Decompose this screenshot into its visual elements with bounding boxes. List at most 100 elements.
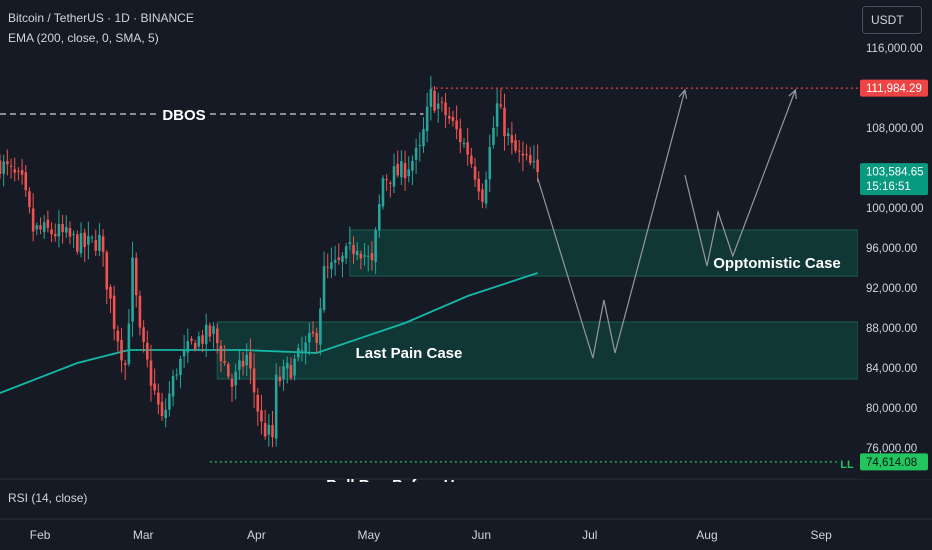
candle-body xyxy=(510,135,514,143)
candle xyxy=(168,381,171,417)
candle xyxy=(68,221,72,245)
candle-body xyxy=(105,252,109,290)
candle-body xyxy=(359,253,363,259)
candle xyxy=(149,344,153,402)
candle-body xyxy=(304,342,307,353)
candle-body xyxy=(400,161,403,178)
candle-body xyxy=(182,349,186,357)
price-label-support[interactable] xyxy=(860,453,928,471)
plot-area[interactable]: DBOS Opptomistic Case Last Pain Case LL xyxy=(0,75,858,471)
candle xyxy=(506,127,510,146)
candle xyxy=(300,336,304,362)
price-axis[interactable]: 116,000.00 108,000.00 100,000.00 96,000.00 9… xyxy=(858,0,932,479)
candle-body xyxy=(219,345,223,362)
annotation-bull-run-before-un[interactable]: Bull Run Before Un xyxy=(326,477,464,494)
candle xyxy=(447,106,451,125)
candle xyxy=(481,183,484,209)
price-label-current-text: 103,584.65 xyxy=(866,167,924,179)
candle-body xyxy=(315,332,318,344)
time-tick-apr: Apr xyxy=(247,528,266,542)
candle-body xyxy=(411,160,414,171)
candle xyxy=(57,209,61,248)
candle xyxy=(525,144,528,161)
annotation-ll[interactable]: LL xyxy=(840,459,854,471)
candle-body xyxy=(6,161,9,165)
candle-body xyxy=(175,374,179,376)
candle-body xyxy=(425,106,429,132)
candle-body xyxy=(9,165,13,167)
candle xyxy=(256,388,260,426)
candle xyxy=(315,327,318,354)
candle-body xyxy=(466,142,469,155)
candle xyxy=(212,322,215,349)
candle-body xyxy=(366,255,370,257)
candle-body xyxy=(215,328,219,344)
candle-body xyxy=(355,250,359,256)
price-label-current[interactable] xyxy=(860,163,928,196)
candle xyxy=(120,328,123,373)
projection-path[interactable] xyxy=(537,89,686,359)
candle-body xyxy=(462,143,466,145)
candle xyxy=(112,285,116,341)
time-tick-aug: Aug xyxy=(696,528,717,542)
candle xyxy=(0,154,2,179)
candle xyxy=(171,369,175,407)
annotation-last-pain-case[interactable]: Last Pain Case xyxy=(356,345,463,362)
candle-body xyxy=(532,161,536,163)
candle xyxy=(87,221,90,260)
annotation-opptomistic-case[interactable]: Opptomistic Case xyxy=(713,255,841,272)
ema-indicator-label[interactable]: EMA (200, close, 0, SMA, 5) xyxy=(8,31,159,45)
candle-body xyxy=(330,262,333,270)
candle xyxy=(138,290,142,336)
candle xyxy=(116,325,120,352)
time-axis[interactable]: Feb Mar Apr May Jun Jul Aug Sep xyxy=(30,528,832,542)
candle-body xyxy=(326,266,330,268)
candle xyxy=(503,93,506,151)
projection-path[interactable] xyxy=(684,89,796,267)
price-label-resistance[interactable] xyxy=(860,79,928,97)
candle xyxy=(385,174,388,191)
candle-body xyxy=(451,116,455,121)
candle xyxy=(326,253,330,279)
candle xyxy=(160,393,164,421)
candle-body xyxy=(374,230,377,263)
zone-optimistic[interactable] xyxy=(349,229,858,277)
candle-body xyxy=(267,424,271,435)
candle xyxy=(208,322,212,342)
candle-body xyxy=(278,376,282,382)
candle xyxy=(422,117,425,153)
candle xyxy=(459,118,462,154)
candle-body xyxy=(61,223,64,232)
candle xyxy=(473,157,477,187)
candle xyxy=(215,323,219,354)
candle-body xyxy=(17,170,20,172)
candle-body xyxy=(227,364,230,377)
annotation-dbos[interactable]: DBOS xyxy=(162,107,205,124)
candle xyxy=(42,215,46,240)
candle-body xyxy=(473,166,477,180)
candle-body xyxy=(193,343,197,350)
candle-body xyxy=(127,323,131,364)
candle xyxy=(28,187,31,214)
candle xyxy=(61,214,64,244)
candle-body xyxy=(256,394,260,412)
candle xyxy=(411,155,414,186)
candle-body xyxy=(112,295,116,329)
candle-body xyxy=(146,342,149,360)
candle-body xyxy=(407,169,411,177)
candle-body xyxy=(76,234,79,252)
candle-body xyxy=(521,153,525,156)
currency-button[interactable]: USDT xyxy=(862,6,922,34)
candle xyxy=(249,338,252,385)
candle xyxy=(131,241,134,337)
rsi-indicator-label[interactable]: RSI (14, close) xyxy=(8,491,88,505)
candle-body xyxy=(333,259,337,263)
candle-body xyxy=(322,266,326,311)
candle xyxy=(304,335,307,365)
candle-body xyxy=(477,178,481,192)
time-tick-feb: Feb xyxy=(30,528,51,542)
candle xyxy=(370,241,374,271)
candle xyxy=(341,252,344,278)
candle xyxy=(366,245,370,272)
